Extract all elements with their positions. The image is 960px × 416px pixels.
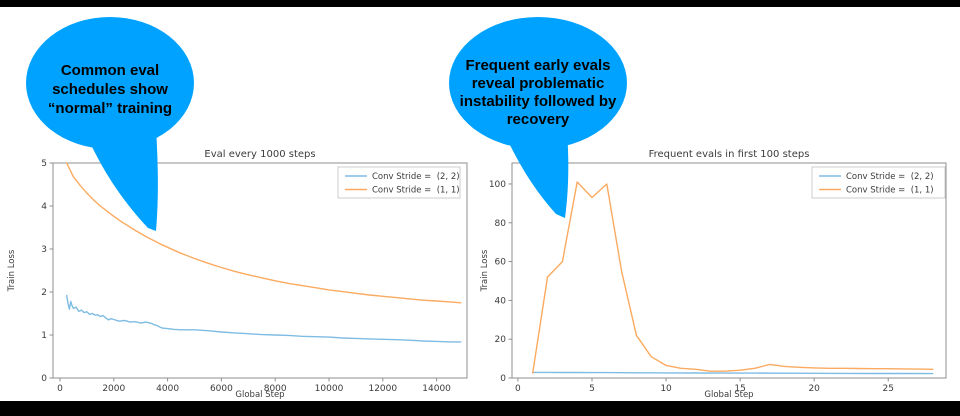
y-axis-label: Train Loss: [480, 249, 490, 292]
y-tick-label: 3: [41, 245, 47, 255]
legend: Conv Stride = (2, 2) Conv Stride = (1, 1): [811, 166, 946, 199]
chart-right: 0 5 10 15 20 25 0 20 40 60 80 100 Frequent evals in …: [480, 149, 947, 400]
bottom-black-bar: [0, 401, 960, 416]
speech-bubble-left: [26, 17, 194, 231]
y-axis: 0 20 40 60 80 100: [489, 180, 512, 384]
top-black-bar: [0, 0, 960, 7]
x-tick-label: 0: [515, 384, 521, 394]
x-tick-label: 12000: [368, 384, 397, 394]
x-tick-label: 8000: [264, 384, 287, 394]
legend-label: Conv Stride = (1, 1): [846, 186, 934, 196]
x-tick-label: 2000: [102, 384, 125, 394]
legend-label: Conv Stride = (1, 1): [372, 186, 460, 196]
x-tick-label: 10000: [315, 384, 344, 394]
callout-text-left: Common eval schedules show “normal” trai…: [47, 62, 173, 117]
speech-bubble-left-body: [26, 17, 194, 149]
y-tick-label: 2: [41, 288, 47, 298]
x-tick-label: 4000: [156, 384, 179, 394]
chart-title: Eval every 1000 steps: [204, 149, 315, 160]
y-tick-label: 4: [41, 202, 47, 212]
y-tick-label: 100: [489, 180, 506, 190]
x-tick-label: 15: [734, 384, 745, 394]
legend-label: Conv Stride = (2, 2): [846, 172, 934, 182]
series-line: [532, 371, 934, 375]
x-axis: 0 2000 4000 6000 8000 10000 12000 14000: [57, 378, 451, 394]
legend-label: Conv Stride = (2, 2): [372, 172, 460, 182]
y-tick-label: 1: [41, 331, 47, 341]
x-tick-label: 6000: [210, 384, 233, 394]
y-tick-label: 60: [495, 258, 507, 268]
y-tick-label: 0: [500, 374, 506, 384]
legend: Conv Stride = (2, 2) Conv Stride = (1, 1): [337, 166, 461, 199]
y-tick-label: 20: [495, 335, 507, 345]
callout-text-right: Frequent early evals reveal problematic …: [459, 57, 617, 128]
y-axis: 0 1 2 3 4 5: [41, 159, 53, 384]
y-tick-label: 40: [495, 296, 507, 306]
x-tick-label: 14000: [422, 384, 451, 394]
legend-box: [811, 166, 946, 199]
chart-title: Frequent evals in first 100 steps: [649, 149, 810, 160]
legend-box: [337, 166, 461, 199]
x-tick-label: 5: [589, 384, 595, 394]
x-tick-label: 25: [883, 384, 894, 394]
x-tick-label: 0: [57, 384, 63, 394]
y-tick-label: 5: [41, 159, 47, 169]
x-axis: 0 5 10 15 20 25: [515, 378, 894, 394]
speech-bubble-right: [449, 17, 627, 218]
series-line: [532, 181, 934, 374]
x-axis-label: Global Step: [235, 390, 284, 400]
speech-bubble-right-body: [449, 17, 627, 149]
plot-frame: [511, 162, 947, 379]
x-tick-label: 10: [660, 384, 672, 394]
series-line: [65, 162, 462, 304]
series-line: [65, 294, 462, 343]
speech-bubble-left-tail: [84, 128, 158, 231]
y-axis-label: Train Loss: [7, 249, 17, 292]
plot-frame: [52, 162, 468, 379]
y-tick-label: 80: [495, 219, 507, 229]
x-axis-label: Global Step: [704, 390, 753, 400]
chart-left: 0 2000 4000 6000 8000 10000 12000 14000 0 1 2 3 4 5 Ev…: [7, 149, 468, 400]
x-tick-label: 20: [808, 384, 820, 394]
y-tick-label: 0: [41, 374, 47, 384]
speech-bubble-right-tail: [504, 130, 569, 218]
